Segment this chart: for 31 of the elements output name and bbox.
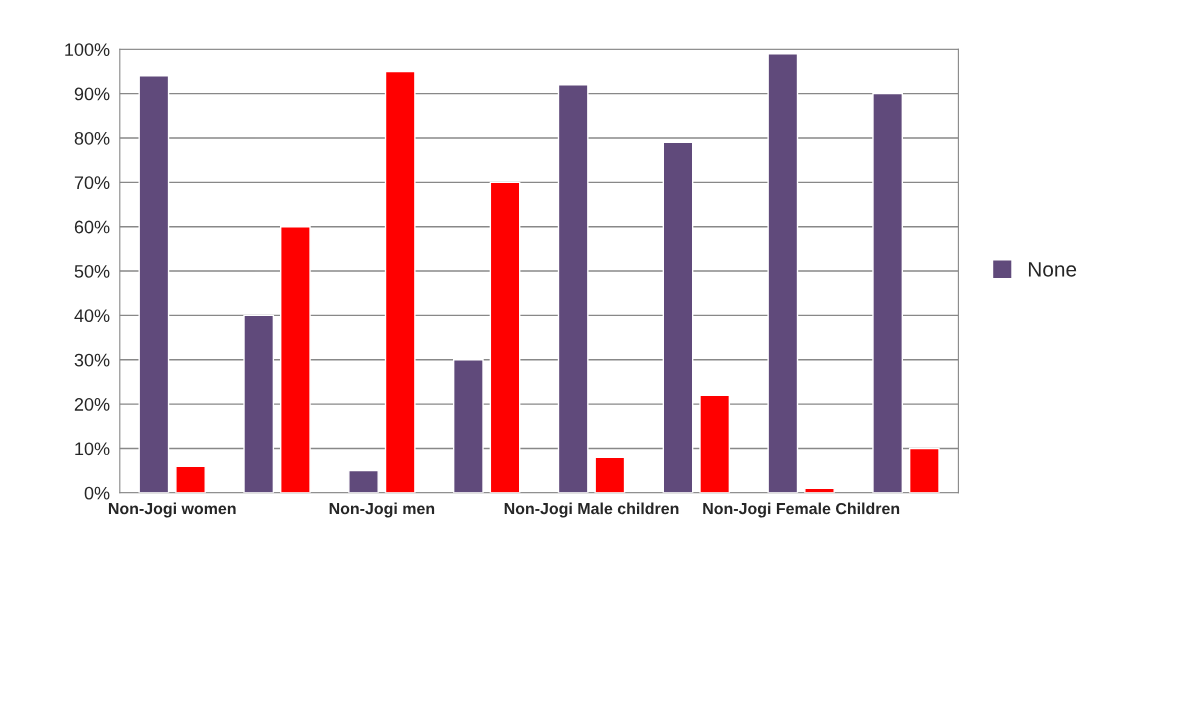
bar: [557, 84, 589, 493]
legend-label: None: [1028, 262, 1077, 277]
bar: [348, 469, 379, 493]
bar: [662, 141, 694, 493]
y-tick-label: 10%: [75, 442, 110, 456]
bar: [452, 359, 484, 493]
bar: [175, 465, 206, 493]
x-tick-label: Non-Jogi Female Children: [703, 502, 900, 518]
y-tick-label: 80%: [74, 131, 110, 145]
bar: [280, 225, 311, 493]
y-tick-label: 70%: [74, 176, 110, 190]
bar: [908, 447, 940, 493]
bar: [384, 70, 416, 493]
y-tick-label: 60%: [74, 220, 110, 234]
bar: [489, 181, 521, 493]
bar: [767, 53, 799, 493]
bar: [594, 456, 626, 493]
y-tick-label: 30%: [74, 353, 110, 367]
bar: [699, 394, 731, 493]
bar: [138, 75, 170, 493]
y-tick-label: 0%: [84, 486, 110, 500]
x-tick-label: Non-Jogi Male children: [504, 502, 679, 518]
y-tick-label: 100%: [65, 43, 110, 56]
bar: [872, 92, 904, 493]
y-tick-label: 20%: [74, 398, 110, 411]
x-tick-label: Non-Jogi women: [108, 502, 236, 518]
y-tick-label: 40%: [74, 309, 110, 323]
y-tick-label: 90%: [74, 87, 110, 101]
x-tick-label: Non-Jogi men: [329, 502, 435, 518]
bar: [243, 314, 275, 493]
y-tick-label: 50%: [74, 264, 110, 278]
